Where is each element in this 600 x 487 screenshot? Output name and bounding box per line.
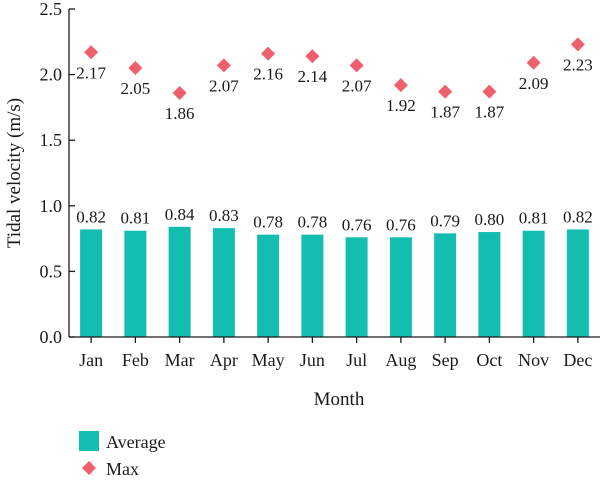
bar-average-label: 0.78	[253, 213, 283, 232]
marker-max-label: 2.17	[76, 63, 106, 82]
bar-average-label: 0.81	[121, 209, 151, 228]
bar-average	[434, 233, 456, 337]
bar-average-label: 0.80	[475, 210, 505, 229]
marker-max	[438, 85, 452, 99]
plot-area: 0.82 2.17 0.81 2.05 0.84 1.86 0.83 2.07 0.78 2.16…	[76, 37, 593, 337]
marker-max-label: 1.86	[165, 104, 195, 123]
marker-max-label: 2.23	[563, 55, 593, 74]
bar-average	[346, 237, 368, 337]
legend-label-average: Average	[106, 432, 166, 452]
marker-max	[482, 85, 496, 99]
x-tick-label: Sep	[432, 350, 459, 370]
marker-max	[305, 49, 319, 63]
marker-max-label: 2.07	[209, 76, 239, 95]
x-tick-label: Mar	[165, 350, 195, 370]
bar-average-label: 0.82	[76, 207, 106, 226]
marker-max-label: 2.14	[298, 67, 328, 86]
x-tick-label: Jun	[300, 350, 325, 370]
x-tick-label: Oct	[476, 350, 502, 370]
x-tick-label: Aug	[385, 350, 416, 370]
bar-average-label: 0.81	[519, 209, 549, 228]
marker-max	[571, 37, 585, 51]
marker-max-label: 2.16	[253, 65, 283, 84]
legend-swatch-average	[79, 431, 99, 451]
marker-max	[261, 47, 275, 61]
marker-max	[217, 58, 231, 72]
bar-average	[213, 228, 235, 337]
marker-max-label: 2.05	[121, 79, 151, 98]
bar-average-label: 0.78	[298, 213, 328, 232]
marker-max-label: 1.87	[475, 103, 505, 122]
bar-average-label: 0.82	[563, 207, 593, 226]
x-tick-label: Nov	[518, 350, 549, 370]
y-tick-label: 2.0	[40, 65, 63, 85]
bar-average	[80, 229, 102, 337]
bar-average-label: 0.83	[209, 206, 239, 225]
marker-max	[350, 58, 364, 72]
bar-average-label: 0.79	[430, 211, 460, 230]
x-tick-label: Apr	[210, 350, 238, 370]
marker-max	[173, 86, 187, 100]
marker-max-label: 2.07	[342, 76, 372, 95]
y-tick-label: 0.0	[40, 327, 63, 347]
bar-average-label: 0.84	[165, 205, 195, 224]
marker-max	[84, 45, 98, 59]
marker-max	[394, 78, 408, 92]
x-tick-label: Jul	[346, 350, 367, 370]
y-tick-label: 1.5	[40, 130, 63, 150]
marker-max-label: 1.87	[430, 103, 460, 122]
x-tick-label: Dec	[563, 350, 592, 370]
x-tick-label: May	[252, 350, 285, 370]
bar-average	[523, 231, 545, 337]
marker-max-label: 2.09	[519, 74, 549, 93]
bar-average	[169, 227, 191, 337]
marker-max-label: 1.92	[386, 96, 416, 115]
x-tick-label: Feb	[122, 350, 149, 370]
bar-average	[567, 229, 589, 337]
x-axis-title: Month	[314, 389, 365, 410]
legend-label-max: Max	[106, 459, 139, 479]
x-tick-label: Jan	[79, 350, 103, 370]
bar-average	[257, 235, 279, 337]
y-axis-title: Tidal velocity (m/s)	[4, 98, 25, 248]
legend: Average Max	[79, 431, 166, 479]
marker-max	[128, 61, 142, 75]
legend-marker-max	[82, 461, 96, 475]
bar-average	[478, 232, 500, 337]
bar-average	[124, 231, 146, 337]
bar-average-label: 0.76	[342, 215, 372, 234]
marker-max	[527, 56, 541, 70]
y-tick-label: 1.0	[40, 196, 63, 216]
y-tick-label: 0.5	[40, 261, 63, 281]
y-tick-label: 2.5	[40, 0, 63, 19]
bar-average-label: 0.76	[386, 215, 416, 234]
bar-average	[301, 235, 323, 337]
bar-average	[390, 237, 412, 337]
